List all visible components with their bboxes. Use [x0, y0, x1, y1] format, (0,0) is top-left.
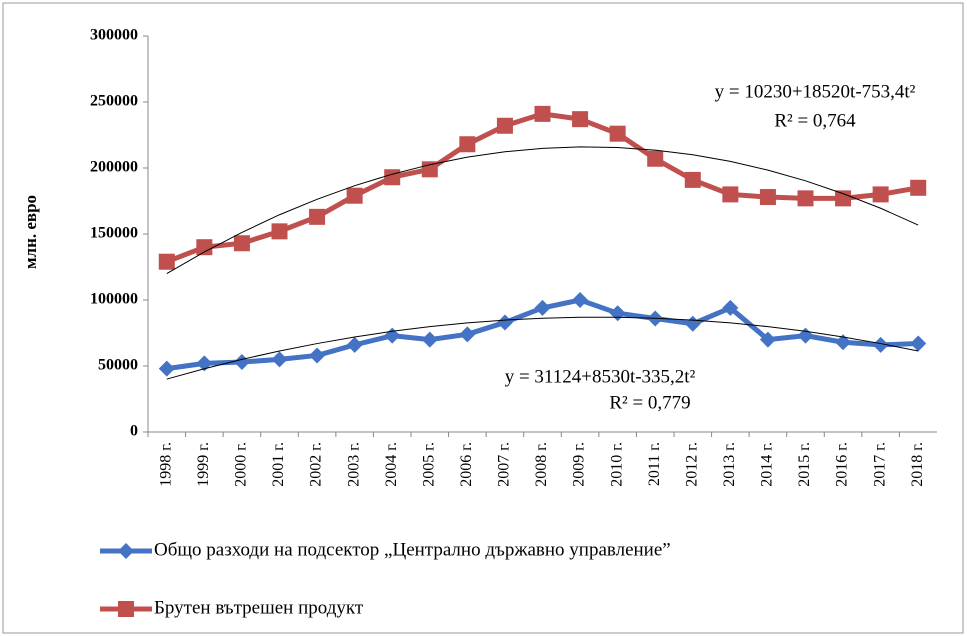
x-tick-label: 2006 г.	[458, 442, 475, 487]
data-point	[118, 601, 134, 617]
y-tick-label: 200000	[90, 159, 138, 176]
data-point	[910, 335, 927, 352]
x-tick-label: 2007 г.	[496, 442, 513, 487]
y-tick-label: 150000	[90, 225, 138, 242]
x-tick-label: 2005 г.	[420, 442, 437, 487]
data-point	[271, 351, 288, 368]
data-point	[684, 171, 701, 188]
x-tick-label: 2010 г.	[608, 442, 625, 487]
legend-label: Общо разходи на подсектор „Централно дър…	[154, 539, 671, 560]
data-point	[759, 189, 776, 206]
data-point	[271, 223, 288, 240]
legend-label: Брутен вътрешен продукт	[154, 597, 364, 618]
y-tick-label: 300000	[90, 27, 138, 44]
data-point	[759, 331, 776, 348]
trend-line	[166, 316, 919, 380]
data-point	[233, 235, 250, 252]
y-tick-label: 50000	[98, 357, 138, 374]
y-tick-label: 0	[130, 423, 138, 440]
x-tick-label: 2008 г.	[533, 442, 550, 487]
data-point	[309, 208, 326, 225]
data-point	[346, 336, 363, 353]
x-tick-label: 2001 г.	[270, 442, 287, 487]
data-point	[496, 117, 513, 134]
x-tick-label: 2017 г.	[871, 442, 888, 487]
x-tick-label: 2011 г.	[646, 442, 663, 486]
y-tick-label: 250000	[90, 93, 138, 110]
data-point	[118, 543, 134, 559]
data-point	[722, 299, 739, 316]
trend-line	[166, 146, 919, 275]
data-point	[872, 336, 889, 353]
x-tick-label: 2004 г.	[383, 442, 400, 487]
data-point	[647, 150, 664, 167]
x-tick-label: 2016 г.	[834, 442, 851, 487]
y-axis-label: млн. евро	[21, 195, 40, 269]
data-point	[309, 347, 326, 364]
x-tick-label: 2012 г.	[683, 442, 700, 487]
x-tick-label: 1998 г.	[157, 442, 174, 487]
data-point	[496, 314, 513, 331]
x-tick-label: 2015 г.	[796, 442, 813, 487]
trend-equation: y = 10230+18520t-753,4t²	[715, 81, 916, 102]
data-point	[196, 239, 213, 256]
data-point	[872, 186, 889, 203]
x-tick-label: 2000 г.	[233, 442, 250, 487]
x-tick-label: 2014 г.	[759, 442, 776, 487]
x-tick-label: 2003 г.	[345, 442, 362, 487]
y-tick-label: 100000	[90, 291, 138, 308]
trend-equation: y = 31124+8530t-335,2t²	[505, 366, 696, 387]
x-tick-label: 2013 г.	[721, 442, 738, 487]
data-point	[384, 169, 401, 186]
data-point	[421, 331, 438, 348]
data-point	[534, 299, 551, 316]
data-point	[158, 360, 175, 377]
data-point	[572, 111, 589, 128]
data-point	[459, 326, 476, 343]
x-tick-label: 2002 г.	[308, 442, 325, 487]
data-point	[609, 125, 626, 142]
data-point	[910, 179, 927, 196]
data-point	[835, 334, 852, 351]
x-tick-label: 2018 г.	[909, 442, 926, 487]
x-tick-label: 2009 г.	[571, 442, 588, 487]
trend-r2: R² = 0,779	[609, 392, 690, 413]
data-point	[572, 292, 589, 308]
data-point	[797, 190, 814, 207]
data-point	[346, 187, 363, 204]
trend-r2: R² = 0,764	[774, 110, 856, 131]
data-point	[835, 190, 852, 207]
data-point	[534, 105, 551, 122]
data-point	[459, 136, 476, 153]
data-point	[722, 186, 739, 203]
data-point	[158, 253, 175, 270]
x-tick-label: 1999 г.	[195, 442, 212, 487]
